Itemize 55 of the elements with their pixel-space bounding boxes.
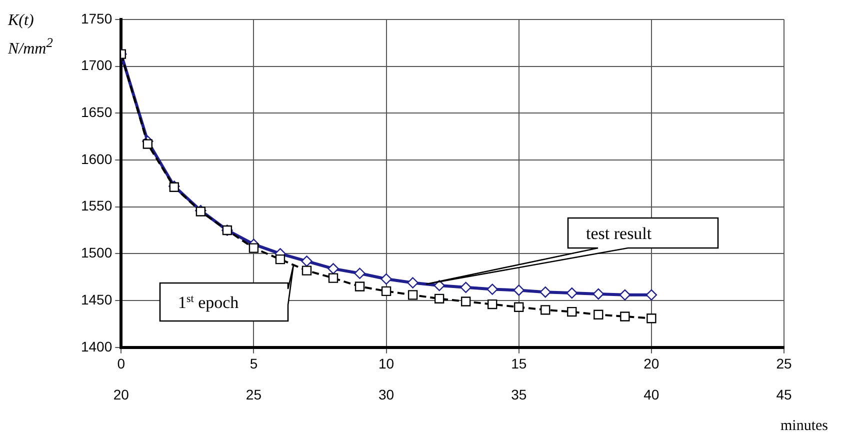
point — [354, 282, 365, 292]
point — [460, 296, 471, 306]
point — [408, 290, 418, 300]
x-tick-label: 15 — [511, 356, 527, 372]
point — [381, 286, 392, 296]
y-tick-label: 1700 — [80, 57, 112, 74]
x2-tick-label: 35 — [511, 386, 527, 402]
point — [513, 284, 524, 296]
y-tick-label: 1450 — [80, 291, 112, 308]
x-tick-label: 20 — [644, 356, 660, 372]
point — [488, 299, 498, 310]
point — [540, 305, 550, 315]
y-tick-label: 1500 — [80, 244, 112, 261]
point — [592, 288, 604, 300]
point — [646, 289, 658, 301]
point — [328, 273, 338, 283]
point — [301, 256, 312, 267]
point — [540, 286, 551, 298]
point — [646, 314, 656, 324]
point — [620, 312, 630, 322]
point — [514, 302, 524, 312]
point — [460, 282, 472, 294]
x2-tick-label: 45 — [776, 386, 792, 402]
x-tick-label: 25 — [776, 356, 792, 372]
point — [275, 254, 286, 264]
point — [434, 280, 445, 292]
point — [566, 287, 578, 299]
point — [407, 277, 418, 288]
point — [142, 139, 152, 149]
y-tick-label: 1400 — [80, 338, 112, 354]
x2-tick-label: 30 — [378, 386, 394, 402]
point — [594, 310, 604, 320]
x-tick-label: 0 — [117, 356, 126, 372]
x2-tick-label: 40 — [644, 386, 660, 402]
point — [248, 243, 259, 253]
y-tick-label: 1650 — [80, 104, 112, 120]
point — [380, 273, 392, 285]
point — [486, 284, 498, 295]
callout-box: 1$^{st}$ epoch — [159, 264, 294, 322]
point — [302, 266, 312, 276]
x2-tick-label: 20 — [113, 386, 130, 402]
x2-axis-title: minutes — [780, 418, 828, 435]
callout-box: test result — [425, 217, 719, 285]
y-tick-label: 1750 — [80, 10, 112, 26]
x-tick-label: 10 — [378, 356, 394, 372]
point — [619, 289, 631, 301]
x-tick-label: 5 — [250, 356, 258, 372]
point — [328, 263, 339, 274]
x2-tick-label: 25 — [246, 386, 262, 402]
y-tick-label: 1550 — [80, 198, 112, 214]
y-axis-title: K(t) N/mm$^{2}$ — [8, 11, 53, 60]
point — [434, 294, 444, 304]
y-tick-label: 1600 — [80, 150, 112, 167]
point — [354, 268, 366, 279]
point — [567, 306, 577, 317]
